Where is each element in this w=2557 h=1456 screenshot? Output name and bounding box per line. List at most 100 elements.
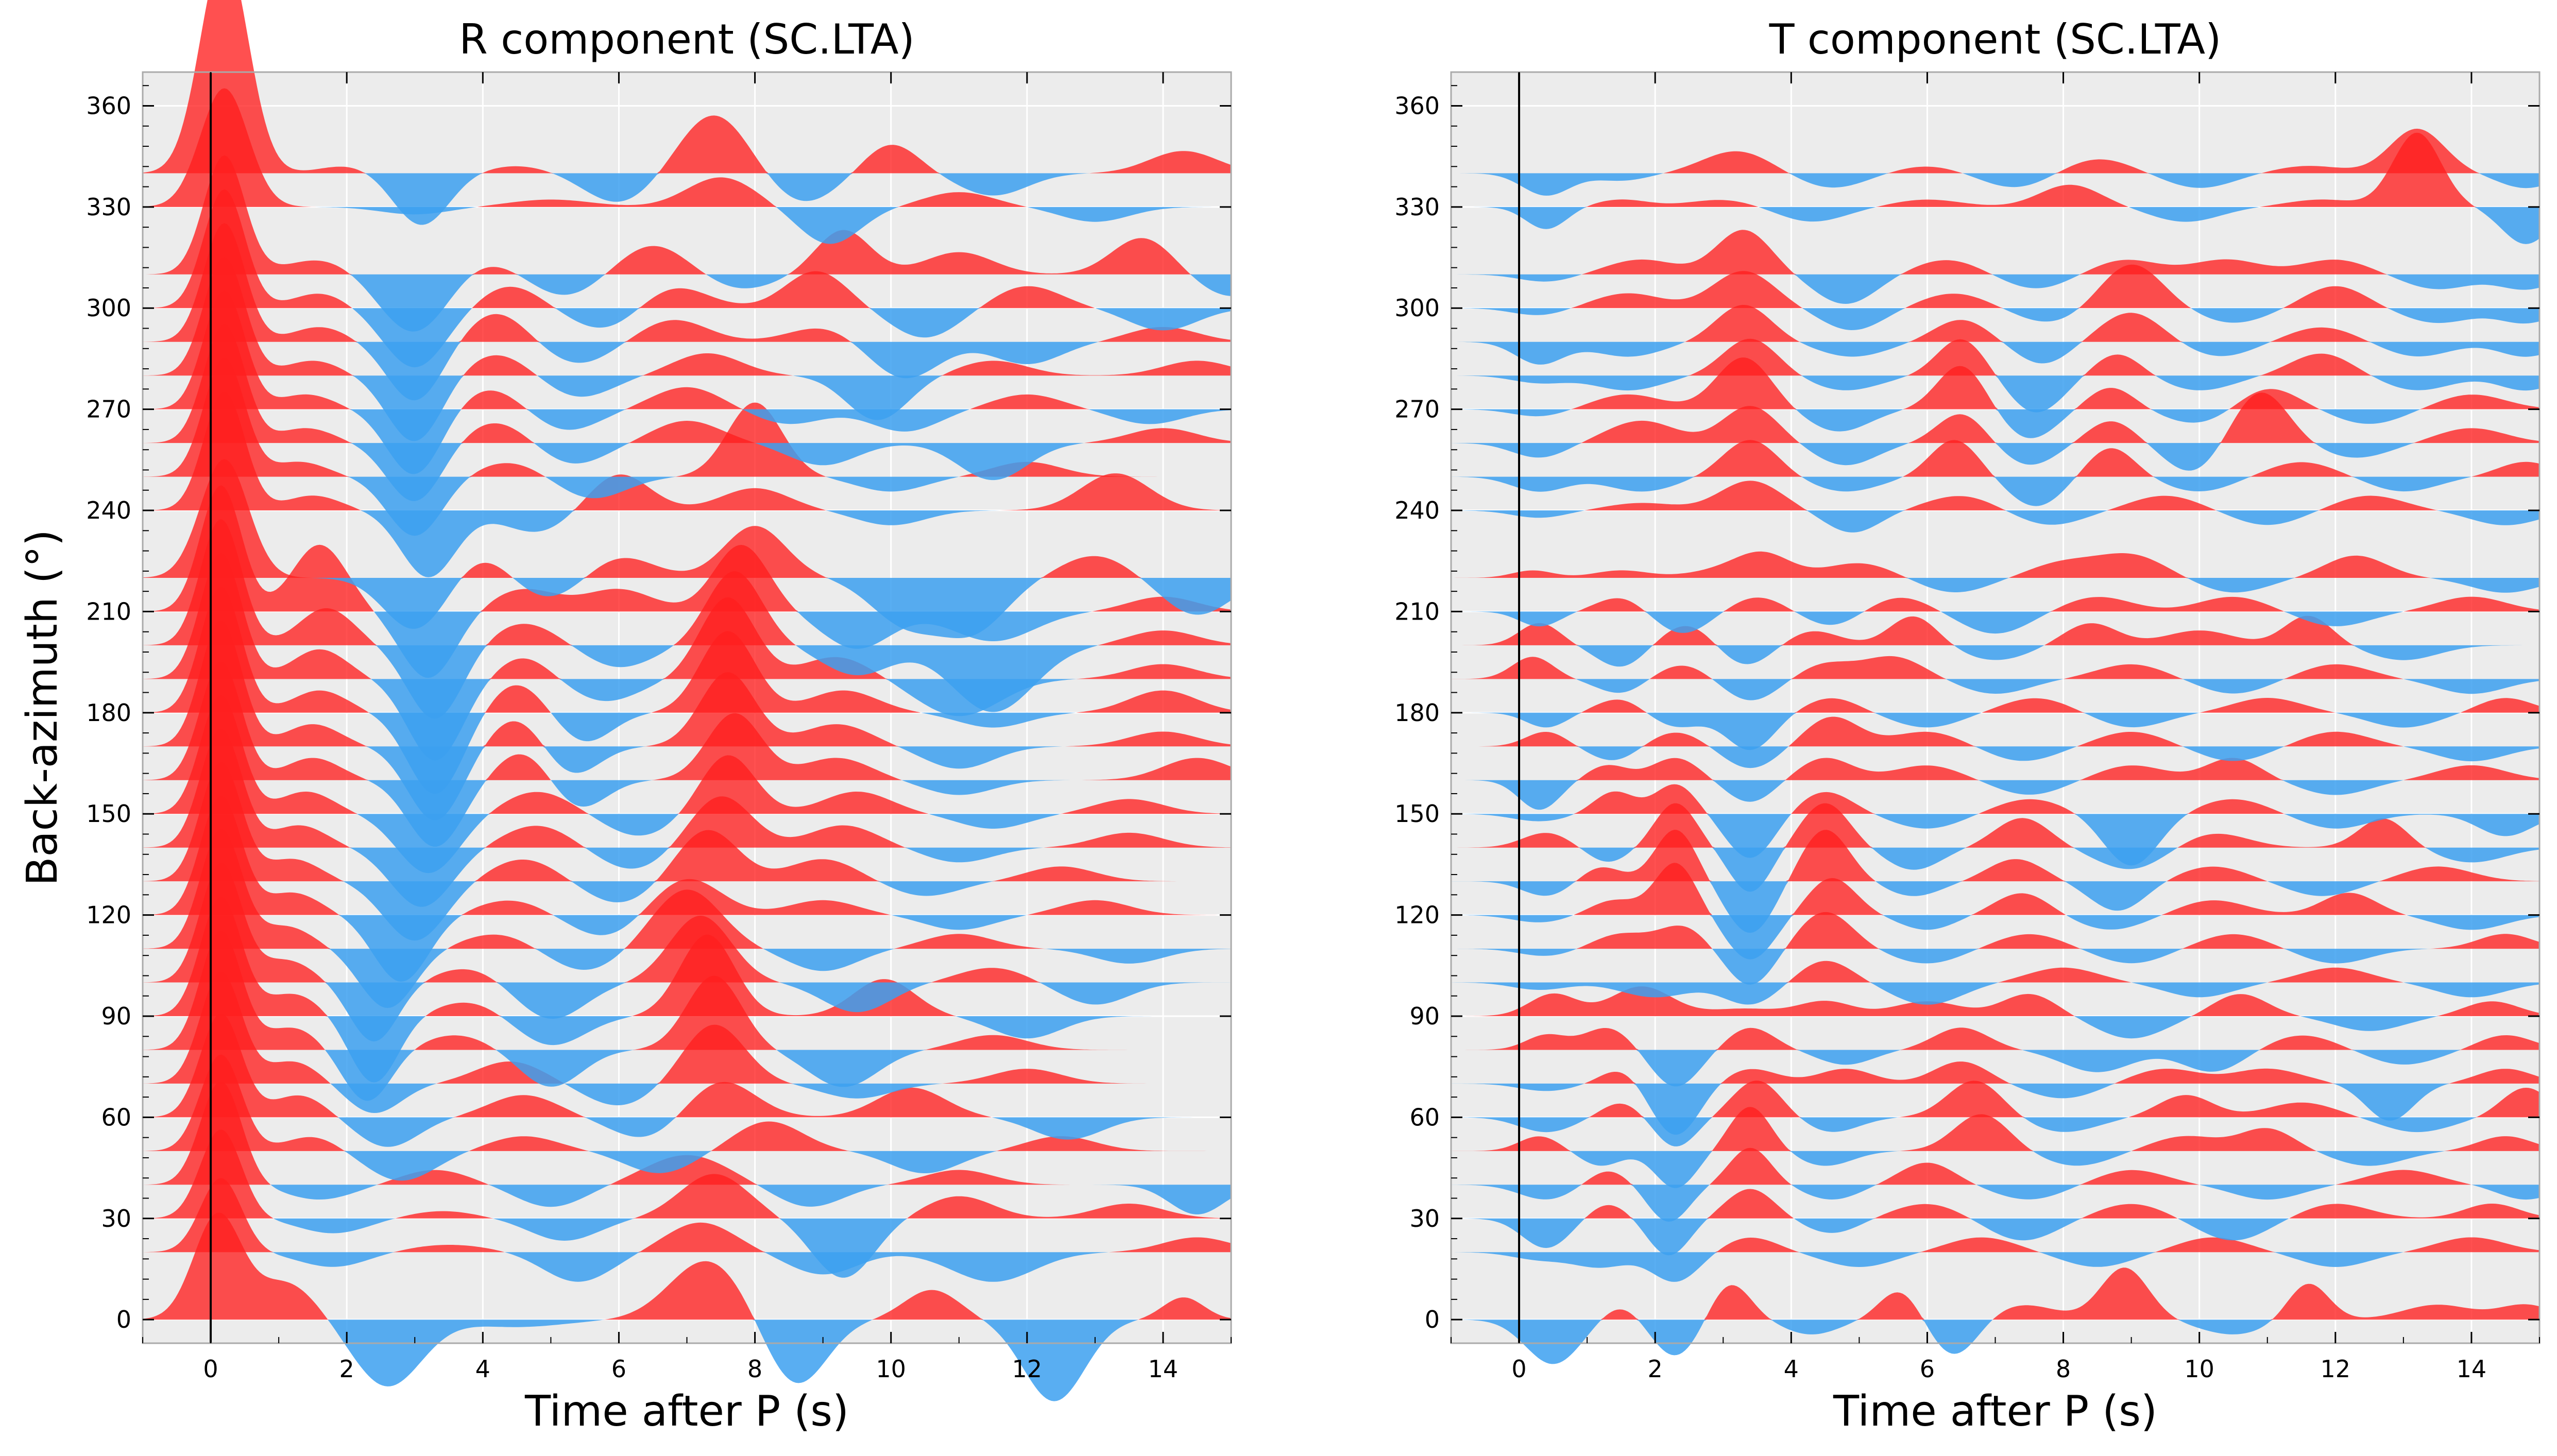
r-y-tick-label: 300: [86, 294, 131, 322]
t-trace-positive-fill: [1451, 716, 2539, 747]
t-trace-negative-fill: [1451, 207, 2539, 244]
t-trace-positive-fill: [1451, 128, 2539, 174]
r-trace-positive-fill: [143, 620, 1231, 747]
t-trace-negative-fill: [1451, 409, 2539, 438]
r-panel-traces: [143, 0, 1231, 1401]
t-trace-negative-fill: [1451, 510, 2539, 533]
r-trace-positive-fill: [143, 1129, 1231, 1219]
r-panel-title: R component (SC.LTA): [459, 15, 914, 63]
r-x-tick-label: 6: [611, 1355, 626, 1383]
r-trace-positive-fill: [143, 1178, 1231, 1253]
t-trace-positive-fill: [1451, 863, 2539, 915]
t-trace-negative-fill: [1451, 915, 2539, 960]
t-trace-positive-fill: [1451, 961, 2539, 983]
r-trace-positive-fill: [143, 391, 1231, 510]
r-trace-positive-fill: [143, 762, 1231, 882]
r-trace-positive-fill: [143, 1013, 1231, 1118]
t-trace-negative-fill: [1451, 443, 2539, 471]
t-trace-negative-fill: [1451, 780, 2539, 810]
r-y-tick-label: 90: [101, 1002, 131, 1030]
r-trace-positive-fill: [143, 587, 1231, 713]
t-trace-positive-fill: [1451, 230, 2539, 275]
t-trace-positive-fill: [1451, 1147, 2539, 1185]
t-trace-positive-fill: [1451, 986, 2539, 1016]
t-trace-negative-fill: [1451, 881, 2539, 933]
r-trace-positive-fill: [143, 553, 1231, 679]
r-x-tick-label: 14: [1148, 1355, 1179, 1383]
r-trace-negative-fill: [143, 1016, 1231, 1083]
r-trace-negative-fill: [143, 1117, 1231, 1147]
r-trace-positive-fill: [143, 1212, 1231, 1320]
t-component-panel: 0 2 4 6 8 10 12 14 0 30 60 90 120 150 180 210 240 270 300 3…: [1394, 15, 2541, 1436]
t-trace-positive-fill: [1451, 1107, 2539, 1151]
t-trace-positive-fill: [1451, 784, 2539, 814]
r-trace-positive-fill: [143, 971, 1231, 1084]
t-trace-negative-fill: [1451, 746, 2539, 768]
r-trace-positive-fill: [143, 485, 1231, 612]
t-panel-x-axis-label: Time after P (s): [1833, 1387, 2157, 1436]
t-y-tick-label: 270: [1394, 396, 1440, 423]
r-panel-ticks: 0 2 4 6 8 10 12 14 0 30 60 90 120 150 180 210 240 270 300 3…: [86, 72, 1232, 1383]
t-y-tick-label: 150: [1394, 800, 1440, 828]
t-x-tick-label: 14: [2457, 1355, 2487, 1383]
t-trace-positive-fill: [1451, 132, 2539, 207]
t-trace-negative-fill: [1451, 982, 2539, 1005]
r-trace-positive-fill: [143, 256, 1231, 376]
t-panel-traces: [1451, 128, 2539, 1364]
r-trace-negative-fill: [143, 1151, 1231, 1181]
r-trace-negative-fill: [143, 578, 1231, 638]
t-x-tick-label: 0: [1511, 1355, 1526, 1383]
t-trace-negative-fill: [1451, 949, 2539, 985]
r-trace-positive-fill: [143, 459, 1231, 578]
t-panel-ticks: 0 2 4 6 8 10 12 14 0 30 60 90 120 150 180 210 240 270 300 3…: [1394, 72, 2540, 1383]
t-y-tick-label: 90: [1409, 1002, 1440, 1030]
t-trace-positive-fill: [1451, 1061, 2539, 1084]
r-y-tick-label: 150: [86, 800, 131, 828]
t-trace-negative-fill: [1451, 173, 2539, 196]
t-trace-negative-fill: [1451, 476, 2539, 506]
t-y-tick-label: 360: [1394, 92, 1440, 119]
r-y-tick-label: 240: [86, 496, 131, 524]
t-trace-positive-fill: [1451, 1267, 2539, 1320]
t-y-tick-label: 120: [1394, 901, 1440, 929]
t-trace-positive-fill: [1451, 698, 2539, 713]
r-component-panel: 0 2 4 6 8 10 12 14 0 30 60 90 120 150 180 210 240 270 300 3…: [18, 0, 1232, 1436]
t-trace-negative-fill: [1451, 645, 2539, 667]
r-y-tick-label: 0: [116, 1306, 131, 1333]
t-trace-negative-fill: [1451, 1252, 2539, 1282]
t-trace-negative-fill: [1451, 375, 2539, 413]
t-panel-title: T component (SC.LTA): [1769, 15, 2222, 63]
t-trace-negative-fill: [1451, 274, 2539, 304]
r-trace-positive-fill: [143, 0, 1231, 174]
r-x-tick-label: 0: [203, 1355, 218, 1383]
r-trace-negative-fill: [143, 173, 1231, 225]
r-trace-positive-fill: [143, 1054, 1231, 1151]
r-panel-y-axis-label: Back-azimuth (°): [18, 529, 67, 886]
r-trace-negative-fill: [143, 1252, 1231, 1282]
t-y-tick-label: 300: [1394, 294, 1440, 322]
t-trace-positive-fill: [1451, 912, 2539, 949]
t-x-tick-label: 8: [2056, 1355, 2071, 1383]
t-y-tick-label: 330: [1394, 193, 1440, 221]
t-trace-negative-fill: [1451, 679, 2539, 700]
t-trace-positive-fill: [1451, 551, 2539, 578]
r-trace-negative-fill: [143, 982, 1231, 1041]
t-trace-negative-fill: [1451, 1050, 2539, 1087]
t-y-tick-label: 60: [1409, 1103, 1440, 1131]
r-x-tick-label: 10: [876, 1355, 906, 1383]
r-trace-positive-fill: [143, 88, 1231, 207]
r-x-tick-label: 8: [747, 1355, 762, 1383]
t-trace-positive-fill: [1451, 481, 2539, 510]
r-y-tick-label: 180: [86, 699, 131, 727]
t-trace-negative-fill: [1451, 1320, 2539, 1364]
t-x-tick-label: 2: [1648, 1355, 1663, 1383]
r-x-tick-label: 12: [1012, 1355, 1043, 1383]
t-trace-negative-fill: [1451, 814, 2539, 866]
t-y-tick-label: 210: [1394, 597, 1440, 625]
t-trace-negative-fill: [1451, 1083, 2539, 1135]
t-trace-positive-fill: [1451, 656, 2539, 679]
t-y-tick-label: 0: [1425, 1306, 1440, 1333]
r-x-tick-label: 4: [475, 1355, 490, 1383]
t-trace-positive-fill: [1451, 758, 2539, 780]
t-x-tick-label: 10: [2184, 1355, 2214, 1383]
